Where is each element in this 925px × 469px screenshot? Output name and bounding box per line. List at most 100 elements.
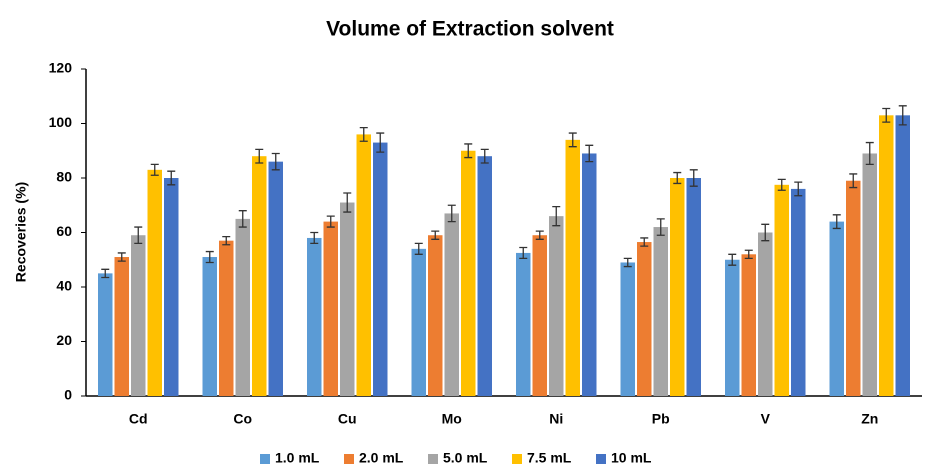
y-tick-label: 0	[64, 387, 72, 403]
bar	[114, 257, 129, 396]
y-tick-label: 40	[56, 278, 72, 294]
legend-label: 10 mL	[611, 450, 652, 466]
bar	[862, 153, 877, 396]
error-bar	[447, 204, 456, 223]
error-bar	[326, 215, 335, 228]
error-bar	[728, 253, 737, 266]
bar	[791, 188, 806, 396]
x-tick-label: Cd	[129, 411, 148, 427]
error-bar	[656, 218, 665, 236]
x-tick-label: Cu	[338, 411, 357, 427]
error-bar	[832, 214, 841, 230]
bar	[653, 227, 668, 396]
error-bar	[101, 268, 110, 279]
bar	[219, 240, 234, 396]
x-tick-label: Co	[233, 411, 252, 427]
x-tick-label: Zn	[861, 411, 878, 427]
x-tick-label: Mo	[442, 411, 462, 427]
chart-title: Volume of Extraction solvent	[326, 18, 614, 41]
bar	[637, 242, 652, 396]
bar	[235, 218, 250, 396]
legend-swatch	[260, 454, 270, 464]
error-bar	[414, 242, 423, 255]
error-bar	[134, 226, 143, 245]
bar	[323, 221, 338, 396]
x-tick-label: Ni	[549, 411, 563, 427]
bar	[686, 178, 701, 396]
bar	[477, 156, 492, 396]
x-tick-label: V	[761, 411, 771, 427]
x-tick-label: Pb	[652, 411, 670, 427]
legend-label: 1.0 mL	[275, 450, 320, 466]
error-bar	[167, 170, 176, 186]
error-bar	[310, 231, 319, 245]
error-bar	[623, 257, 632, 268]
bar	[164, 178, 179, 396]
y-tick-label: 100	[49, 114, 73, 130]
error-bar	[464, 143, 473, 159]
bar	[307, 237, 322, 396]
error-bar	[255, 148, 264, 164]
bar	[268, 161, 283, 396]
bar	[461, 150, 476, 396]
error-bar	[882, 107, 891, 123]
error-bar	[535, 230, 544, 240]
error-bar	[343, 192, 352, 213]
bar	[565, 139, 580, 396]
error-bar	[431, 230, 440, 240]
error-bar	[376, 132, 385, 153]
bar	[582, 153, 597, 396]
error-bar	[761, 223, 770, 242]
error-bar	[640, 237, 649, 247]
error-bar	[271, 152, 280, 171]
bar	[549, 216, 564, 396]
y-tick-label: 60	[56, 223, 72, 239]
bar	[725, 259, 740, 396]
bar	[670, 178, 685, 396]
error-bar	[150, 163, 159, 176]
error-bar	[222, 235, 231, 246]
error-bar	[117, 252, 126, 262]
legend-swatch	[596, 454, 606, 464]
y-axis-label: Recoveries (%)	[13, 182, 29, 282]
bar	[846, 180, 861, 396]
bar	[356, 134, 371, 396]
error-bar	[849, 173, 858, 189]
bar	[879, 115, 894, 396]
error-bar	[359, 126, 368, 142]
legend-swatch	[512, 454, 522, 464]
bar	[98, 273, 113, 396]
error-bar	[865, 141, 874, 166]
error-bar	[585, 144, 594, 163]
bar	[202, 257, 217, 396]
legend-swatch	[344, 454, 354, 464]
bar	[373, 142, 388, 396]
bar	[532, 235, 547, 396]
bar	[895, 115, 910, 396]
bar	[147, 169, 162, 396]
error-bar	[689, 169, 698, 187]
bar	[758, 232, 773, 396]
error-bar	[205, 250, 214, 264]
error-bar	[552, 205, 561, 227]
y-tick-label: 20	[56, 332, 72, 348]
bar	[411, 248, 426, 396]
legend-label: 5.0 mL	[443, 450, 488, 466]
y-tick-label: 120	[49, 60, 73, 76]
error-bar	[898, 105, 907, 126]
legend-label: 7.5 mL	[527, 450, 572, 466]
bar	[829, 221, 844, 396]
bar	[516, 252, 531, 396]
bar	[620, 262, 635, 396]
bar	[774, 184, 789, 396]
legend-label: 2.0 mL	[359, 450, 404, 466]
legend-swatch	[428, 454, 438, 464]
error-bar	[480, 148, 489, 164]
error-bar	[777, 178, 786, 191]
bar	[428, 235, 443, 396]
bar	[444, 213, 459, 396]
error-bar	[794, 181, 803, 197]
error-bar	[744, 249, 753, 260]
error-bar	[238, 210, 247, 228]
